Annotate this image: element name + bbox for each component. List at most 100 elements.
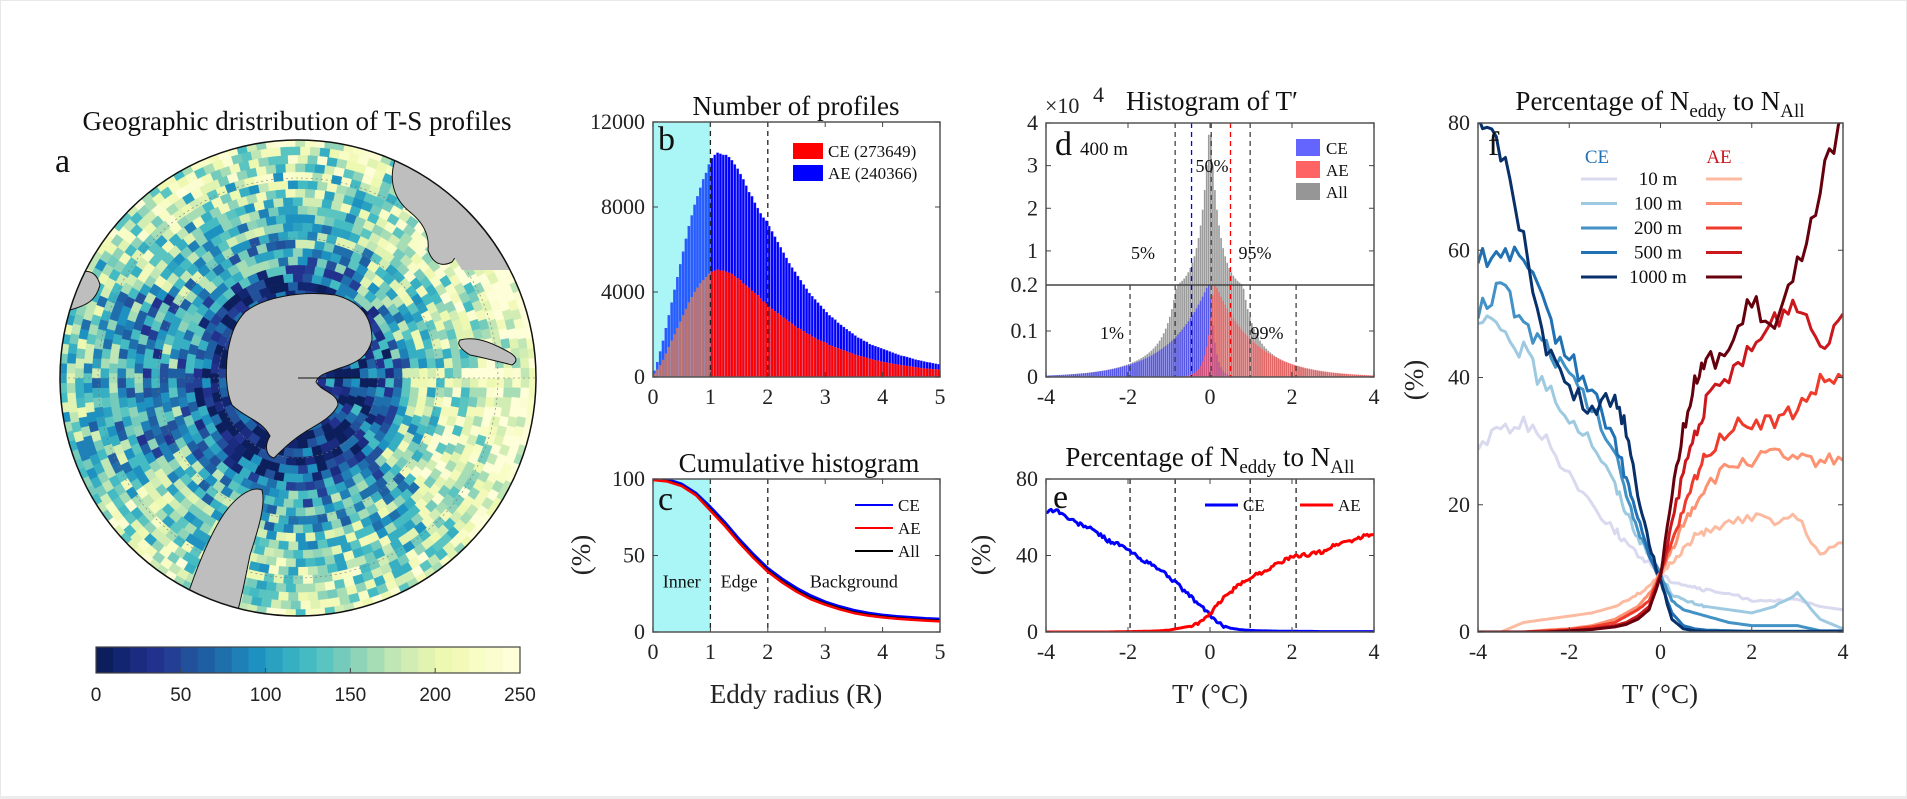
map-cell [293,197,303,206]
colorbar-bin [215,647,232,673]
bar-ce [759,298,761,377]
map-cell [263,173,274,183]
map-cell [85,402,95,413]
bar-ce [800,329,802,377]
legend-label: AE [898,519,921,538]
map-cell [470,378,479,388]
bar-ce [848,353,850,377]
legend-label: CE [1326,139,1348,158]
bar-ce [1165,346,1167,377]
map-cell [278,257,289,267]
legend-header-ce: CE [1585,147,1609,168]
map-cell [135,392,145,403]
map-cell [394,378,403,388]
map-cell [305,456,316,466]
legend-swatch [793,165,823,181]
legend-label: CE [898,496,920,515]
map-cell [487,368,496,378]
map-cell [273,523,284,533]
bar-ce [935,369,937,377]
bar-ae [1298,366,1300,377]
bar-ce [1140,360,1142,377]
map-cell [276,266,287,276]
y-tick-label: 0.2 [1011,272,1039,297]
map-cell [418,358,428,369]
bar-ae [1243,332,1245,377]
title-part-title: Percentage of N [1065,442,1239,472]
map-cell [307,490,318,500]
percentile-label: 95% [1239,243,1272,263]
map-cell [298,567,308,576]
bar-ae [1300,367,1302,377]
map-cell [468,397,478,408]
panel-d-title: Histogram of T′ [1126,86,1298,116]
bar-ce [714,271,716,377]
map-cell [296,214,306,223]
bar-ce [840,349,842,377]
bar-ce [1095,372,1097,377]
bar-ae [1265,352,1267,377]
colorbar-bin [503,647,520,673]
map-cell [286,456,296,465]
map-cell [453,368,462,378]
x-tick-label: 5 [935,639,946,664]
percentile-label: 5% [1131,243,1155,263]
y-tick-label: 0 [1459,619,1470,644]
map-cell [509,407,519,418]
bar-ce [1134,363,1136,377]
colorbar-bin [418,647,435,673]
map-cell [75,378,84,388]
bar-ce [665,354,667,377]
map-cell [118,387,127,397]
map-cell [305,164,315,173]
map-cell [278,541,288,550]
map-cell [479,368,488,378]
bar-ce [843,350,845,377]
map-cell [444,387,453,397]
map-cell [160,383,169,393]
map-cell [312,549,323,558]
bar-ce [1118,368,1120,377]
map-cell [485,397,495,408]
y-multiplier-exponent: 4 [1093,82,1104,107]
map-cell [278,566,288,575]
map-cell [168,378,177,388]
title-part-title_mid: to N [1276,442,1330,472]
map-cell [126,358,135,368]
map-cell [512,368,521,378]
y-tick-label: 80 [1448,110,1470,135]
colorbar-bin [232,647,249,673]
map-cell [435,387,444,398]
map-cell [477,397,487,408]
bar-ce [912,367,914,377]
colorbar-bin [469,647,486,673]
bar-ae [1282,360,1284,377]
bar-ce [679,322,681,377]
x-tick-label: 0 [1655,639,1666,664]
bar-ce [851,354,853,377]
colorbar-bin [333,647,350,673]
colorbar-bin [316,647,333,673]
map-cell [296,559,306,568]
bar-ce [1171,341,1173,377]
map-cell [305,240,315,249]
map-cell [263,573,274,583]
map-cell [288,256,298,265]
bar-ce [1110,369,1112,377]
map-cell [296,533,306,542]
map-cell [303,274,313,283]
bar-ce [900,365,902,377]
map-cell [84,392,93,403]
y-tick-label: 12000 [590,109,645,134]
bar-ce [1136,362,1138,377]
legend-label: AE (240366) [828,164,917,183]
bar-ce [691,297,693,377]
bar-ce [777,313,779,377]
map-cell [118,358,127,368]
map-cell [298,180,308,189]
bar-ae [1214,285,1216,377]
y-axis-label: (%) [566,535,596,575]
map-cell [143,387,152,397]
